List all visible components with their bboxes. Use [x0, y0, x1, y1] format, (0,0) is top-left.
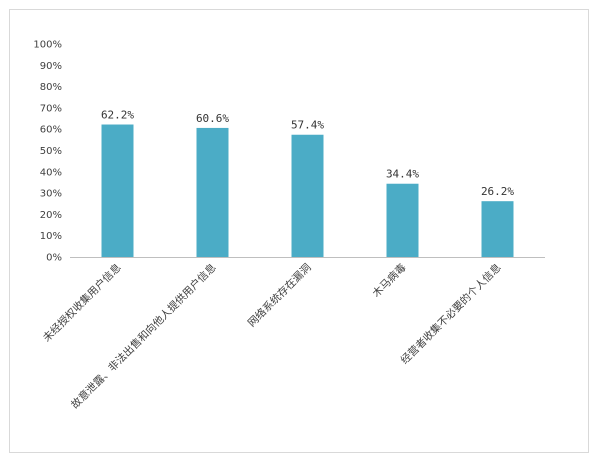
x-tick-label: 木马病毒 [370, 261, 409, 300]
data-labels: 62.2% 60.6% 57.4% 34.4% 26.2% [101, 109, 514, 199]
y-axis: 0% 10% 20% 30% 40% 50% 60% 70% 80% 90% 100% [33, 40, 62, 264]
bars [101, 124, 514, 257]
y-tick-label: 0% [46, 253, 62, 264]
x-tick-label: 未经授权收集用户信息 [40, 261, 123, 344]
y-tick-label: 80% [40, 82, 62, 93]
bar [291, 134, 324, 257]
x-tick-label: 网络系统存在漏洞 [245, 261, 314, 330]
y-tick-label: 90% [40, 61, 62, 72]
y-tick-label: 30% [40, 189, 62, 200]
y-tick-label: 60% [40, 125, 62, 136]
bar [196, 127, 229, 257]
x-tick-label: 故意泄露、非法出售和向他人提供用户信息 [68, 261, 218, 411]
data-label: 60.6% [196, 112, 229, 125]
y-tick-label: 20% [40, 210, 62, 221]
data-label: 34.4% [386, 168, 419, 181]
y-tick-label: 40% [40, 167, 62, 178]
data-label: 26.2% [481, 185, 514, 198]
data-label: 62.2% [101, 109, 134, 122]
data-label: 57.4% [291, 119, 324, 132]
x-tick-label: 经营者收集不必要的个人信息 [398, 261, 504, 367]
y-tick-label: 50% [40, 146, 62, 157]
y-tick-label: 100% [33, 40, 62, 51]
bar [481, 201, 514, 257]
y-tick-label: 10% [40, 231, 62, 242]
y-tick-label: 70% [40, 103, 62, 114]
bar [386, 183, 419, 257]
bar [101, 124, 134, 257]
